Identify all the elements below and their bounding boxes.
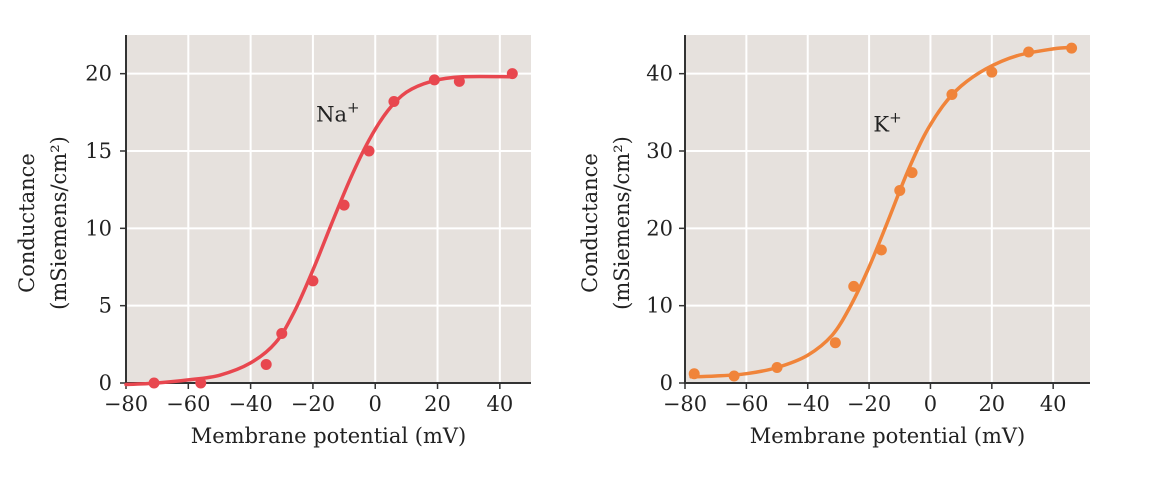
ion-label-charge: + [889, 109, 902, 127]
plot-background [685, 35, 1090, 383]
chart-panel-2: −80 −60 −40 −20 0 20 40 0 10 20 30 40 Membrane poten… [578, 35, 1090, 448]
x-tick-label: −20 [847, 392, 891, 416]
x-tick-label: 0 [924, 392, 937, 416]
data-point [307, 275, 319, 287]
y-tick-label: 20 [85, 62, 112, 86]
x-tick-label: 0 [369, 392, 382, 416]
x-axis-title: Membrane potential (mV) [191, 424, 466, 448]
ion-label-base: K [873, 113, 889, 137]
data-point [771, 362, 783, 374]
data-point [276, 328, 288, 340]
x-tick-label: −40 [786, 392, 830, 416]
y-tick-label: 40 [646, 62, 673, 86]
chart-panel-1: −80 −60 −40 −20 0 20 40 0 5 10 15 20 Membrane potent… [15, 35, 531, 448]
x-tick-label: 20 [424, 392, 451, 416]
y-tick-label: 20 [646, 216, 673, 240]
y-tick-label: 0 [99, 371, 112, 395]
data-point [363, 145, 375, 157]
y-axis-title-line-2: (mSiemens/cm²) [610, 136, 634, 310]
data-point [906, 167, 918, 179]
data-point [829, 337, 841, 349]
y-tick-label: 5 [99, 294, 112, 318]
data-point [688, 368, 700, 380]
ion-label-charge: + [347, 99, 360, 117]
data-point [506, 68, 518, 80]
y-axis-title-line-2: (mSiemens/cm²) [47, 136, 71, 310]
y-axis-title-line-1: Conductance [15, 153, 39, 293]
data-point [986, 66, 998, 78]
x-tick-label: −80 [104, 392, 148, 416]
x-tick-label: −80 [663, 392, 707, 416]
data-point [338, 199, 350, 211]
data-point [260, 358, 272, 370]
y-tick-label: 10 [646, 294, 673, 318]
data-point [946, 89, 958, 101]
data-point [728, 370, 740, 382]
ion-label: Na+ [316, 99, 359, 127]
y-axis-title-line-1: Conductance [578, 153, 602, 293]
x-tick-label: 40 [486, 392, 513, 416]
plot-background [126, 35, 531, 383]
x-axis-title: Membrane potential (mV) [750, 424, 1025, 448]
y-tick-label: 10 [85, 216, 112, 240]
data-point [388, 96, 400, 108]
data-point [875, 244, 887, 256]
data-point [195, 377, 207, 389]
data-point [148, 377, 160, 389]
fit-curve [689, 45, 1074, 379]
fit-curve [124, 74, 515, 387]
data-point [428, 74, 440, 86]
x-tick-label: 20 [978, 392, 1005, 416]
data-point [453, 75, 465, 87]
y-tick-label: 30 [646, 139, 673, 163]
data-point [1023, 46, 1035, 58]
ion-label: K+ [873, 109, 901, 137]
x-tick-label: −60 [166, 392, 210, 416]
ion-label-base: Na [316, 103, 347, 127]
y-tick-label: 0 [660, 371, 673, 395]
x-tick-label: −40 [228, 392, 272, 416]
data-point [1066, 42, 1078, 54]
data-point [894, 184, 906, 196]
data-point [848, 280, 860, 292]
x-tick-label: −60 [724, 392, 768, 416]
x-tick-label: 40 [1040, 392, 1067, 416]
x-tick-label: −20 [291, 392, 335, 416]
y-tick-label: 15 [85, 139, 112, 163]
